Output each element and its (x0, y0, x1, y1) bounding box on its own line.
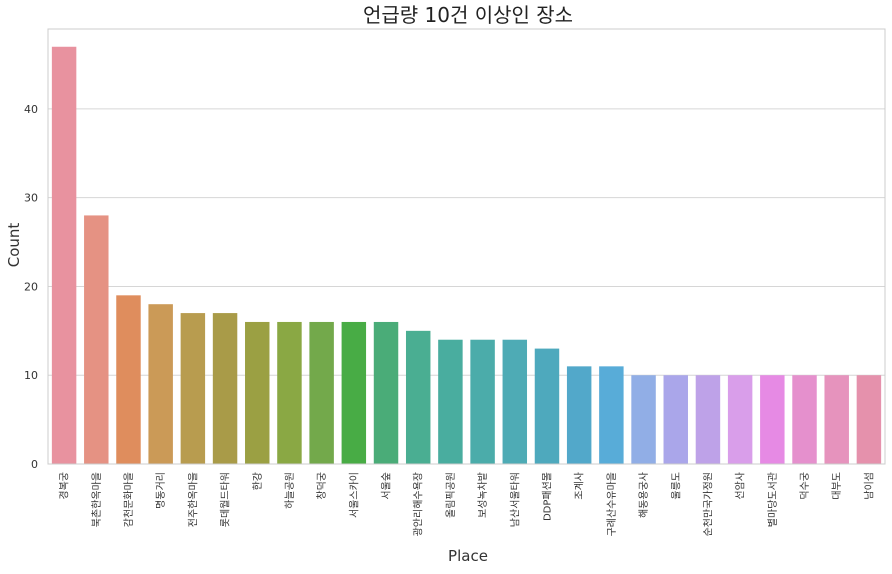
bar-21 (727, 375, 753, 464)
x-axis-ticks: 경복궁 북촌한옥마을 감천문화마을 명동거리 전주한옥마을 롯데월드타워 한강 하늘공원 창덕궁… (58, 472, 876, 536)
bar-12 (438, 339, 463, 464)
bar-5 (212, 313, 238, 464)
bar-15 (534, 348, 560, 464)
x-tick-label: 서울스카이 (348, 472, 360, 518)
x-tick-label: 보성녹차밭 (477, 472, 489, 518)
bar-19 (663, 375, 688, 464)
bar-3 (148, 304, 173, 464)
x-tick-label: 덕수궁 (799, 472, 811, 500)
bar-20 (695, 375, 721, 464)
bar-1 (84, 215, 109, 464)
bar-24 (824, 375, 849, 464)
x-tick-label: 서울숲 (381, 472, 393, 500)
bar-16 (566, 366, 592, 464)
x-tick-label: 순천만국가정원 (702, 472, 714, 536)
bars (51, 46, 882, 465)
x-tick-label: 광안리해수욕장 (412, 472, 425, 536)
x-tick-label: 남산서울타워 (508, 472, 521, 527)
x-tick-label: 선암사 (735, 472, 747, 500)
x-tick-label: 대부도 (831, 472, 843, 500)
bar-18 (631, 375, 656, 464)
bar-11 (405, 330, 431, 464)
bar-17 (599, 366, 624, 464)
y-tick-label: 0 (31, 458, 38, 471)
x-tick-label: 경복궁 (58, 472, 71, 500)
y-axis-ticks: 0 10 20 30 40 (24, 103, 38, 471)
x-tick-label: 별마당도서관 (767, 472, 779, 527)
y-tick-label: 20 (24, 280, 38, 293)
bar-13 (470, 339, 495, 464)
x-tick-label: 명동거리 (155, 472, 167, 509)
chart-title: 언급량 10건 이상인 장소 (363, 3, 573, 27)
bar-25 (856, 375, 882, 464)
bar-23 (792, 375, 817, 464)
x-tick-label: DDP패션몰 (541, 472, 553, 521)
plot-frame (47, 28, 886, 465)
y-tick-label: 30 (24, 192, 38, 205)
bar-0 (51, 46, 77, 465)
bar-14 (502, 339, 528, 464)
x-tick-label: 해동용궁사 (637, 472, 650, 518)
bar-9 (341, 321, 367, 464)
x-tick-label: 조계사 (574, 472, 586, 500)
x-tick-label: 울릉도 (670, 472, 682, 500)
bar-7 (277, 321, 302, 464)
y-tick-label: 40 (24, 103, 38, 116)
x-tick-label: 북촌한옥마을 (91, 472, 103, 527)
x-tick-label: 감천문화마을 (123, 472, 135, 527)
bar-8 (309, 321, 334, 464)
bar-10 (373, 321, 399, 464)
x-tick-label: 전주한옥마을 (187, 472, 199, 527)
x-tick-label: 하늘공원 (283, 472, 296, 509)
y-axis-label: Count (5, 223, 23, 268)
x-tick-label: 구례산수유마을 (606, 472, 618, 536)
x-tick-label: 롯데월드타워 (219, 472, 232, 527)
bar-2 (116, 295, 141, 464)
x-tick-label: 남이섬 (863, 472, 875, 500)
x-tick-label: 한강 (252, 472, 264, 490)
gridlines (48, 108, 885, 465)
x-axis-label: Place (448, 547, 488, 565)
bar-22 (760, 375, 785, 464)
bar-4 (180, 313, 206, 464)
bar-6 (245, 321, 270, 464)
y-tick-label: 10 (24, 369, 38, 382)
x-tick-label: 올림픽공원 (445, 472, 457, 518)
x-tick-label: 창덕궁 (316, 472, 328, 500)
